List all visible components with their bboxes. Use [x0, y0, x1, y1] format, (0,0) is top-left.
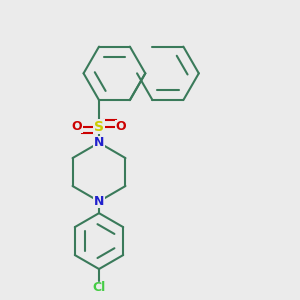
Text: O: O — [72, 120, 82, 133]
Text: S: S — [94, 120, 104, 134]
Text: N: N — [94, 136, 104, 149]
Text: O: O — [116, 120, 126, 133]
Text: N: N — [94, 195, 104, 208]
Text: Cl: Cl — [92, 281, 106, 294]
